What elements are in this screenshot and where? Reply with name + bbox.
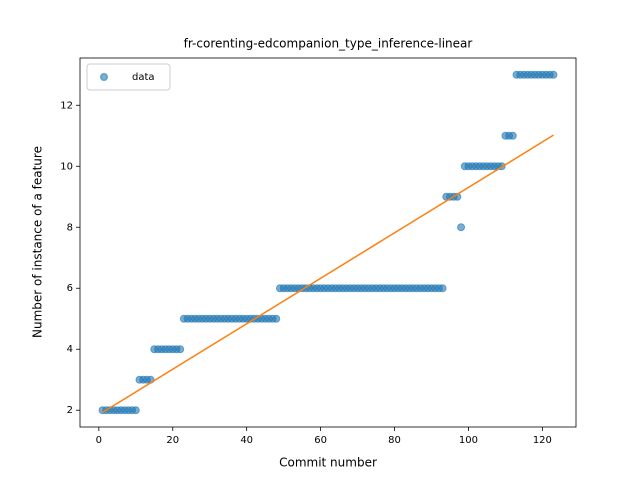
- x-tick-label: 40: [240, 435, 253, 446]
- y-tick-label: 10: [60, 161, 73, 172]
- data-point: [508, 131, 517, 140]
- x-tick-label: 20: [166, 435, 179, 446]
- x-tick-label: 100: [459, 435, 478, 446]
- y-axis-label: Number of instance of a feature: [31, 146, 45, 338]
- data-point: [438, 284, 447, 293]
- y-tick-label: 2: [67, 405, 73, 416]
- data-point: [131, 406, 140, 415]
- fit-line: [102, 134, 554, 414]
- data-point: [457, 223, 466, 232]
- chart-title: fr-corenting-edcompanion_type_inference-…: [184, 37, 473, 51]
- data-point: [272, 314, 281, 323]
- y-tick-label: 12: [60, 100, 73, 111]
- data-point: [549, 70, 558, 79]
- plot-frame: [79, 57, 577, 428]
- x-axis-label: Commit number: [279, 456, 377, 470]
- y-tick-label: 8: [67, 222, 73, 233]
- x-tick-label: 60: [314, 435, 327, 446]
- legend-label: data: [132, 72, 155, 83]
- legend-box: [86, 63, 171, 91]
- x-tick-label: 120: [533, 435, 552, 446]
- legend-marker: [100, 73, 108, 81]
- y-tick-label: 4: [67, 344, 73, 355]
- y-tick-label: 6: [67, 283, 73, 294]
- x-tick-label: 80: [388, 435, 401, 446]
- x-tick-label: 0: [96, 435, 102, 446]
- data-point: [176, 345, 185, 354]
